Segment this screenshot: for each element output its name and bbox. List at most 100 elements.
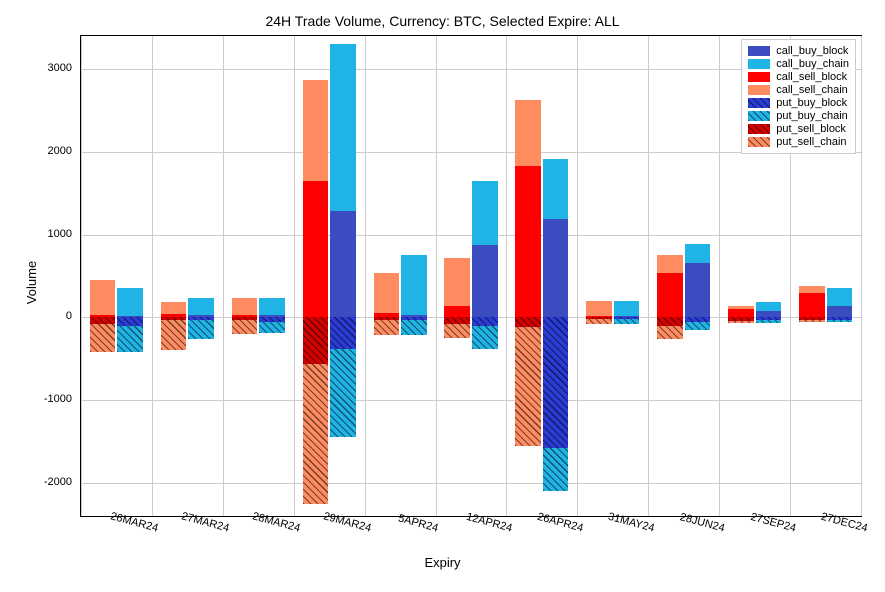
chart-title: 24H Trade Volume, Currency: BTC, Selecte… xyxy=(10,13,875,29)
bar-call_sell_chain xyxy=(444,258,470,306)
legend-swatch xyxy=(748,85,770,95)
legend-item: call_buy_chain xyxy=(748,58,849,70)
bar-call_sell_block xyxy=(515,166,541,317)
ytick-label: 3000 xyxy=(30,62,72,74)
bar-put_sell_chain xyxy=(586,319,612,324)
gridline xyxy=(81,235,861,236)
bar-call_sell_block xyxy=(303,181,329,318)
legend-label: put_buy_chain xyxy=(776,110,848,122)
bar-put_buy_chain xyxy=(756,320,782,323)
bar-put_buy_chain xyxy=(472,326,498,349)
bar-call_buy_block xyxy=(330,211,356,317)
bar-call_sell_chain xyxy=(728,306,754,309)
gridline xyxy=(648,36,649,516)
bar-call_buy_chain xyxy=(614,301,640,316)
bar-call_sell_chain xyxy=(303,80,329,181)
bar-call_buy_chain xyxy=(472,181,498,246)
gridline xyxy=(577,36,578,516)
bar-call_sell_chain xyxy=(515,100,541,166)
bar-put_sell_chain xyxy=(799,320,825,322)
gridline xyxy=(81,483,861,484)
bar-call_buy_block xyxy=(472,245,498,317)
bar-call_buy_block xyxy=(685,263,711,318)
bar-put_sell_chain xyxy=(90,324,116,352)
legend-swatch xyxy=(748,46,770,56)
gridline xyxy=(81,400,861,401)
bar-put_buy_block xyxy=(543,317,569,448)
y-axis-label: Volume xyxy=(24,261,39,304)
bar-put_sell_chain xyxy=(374,320,400,335)
bar-put_sell_chain xyxy=(728,321,754,323)
legend-swatch xyxy=(748,98,770,108)
legend-swatch xyxy=(748,137,770,147)
bar-put_sell_block xyxy=(515,317,541,327)
bar-call_buy_chain xyxy=(117,288,143,316)
gridline xyxy=(506,36,507,516)
legend-swatch xyxy=(748,111,770,121)
gridline xyxy=(81,36,82,516)
bar-call_buy_chain xyxy=(756,302,782,310)
bar-call_sell_chain xyxy=(232,298,258,315)
bar-put_buy_block xyxy=(117,317,143,325)
bar-put_sell_block xyxy=(657,317,683,325)
bar-put_buy_chain xyxy=(401,320,427,335)
legend-swatch xyxy=(748,124,770,134)
bar-put_buy_chain xyxy=(188,320,214,339)
bar-put_sell_chain xyxy=(657,326,683,339)
legend-label: call_buy_block xyxy=(776,45,848,57)
legend-item: put_sell_chain xyxy=(748,136,849,148)
bar-put_sell_block xyxy=(90,317,116,324)
bar-call_buy_chain xyxy=(685,244,711,263)
legend-item: call_buy_block xyxy=(748,45,849,57)
gridline xyxy=(365,36,366,516)
bar-put_sell_chain xyxy=(232,320,258,334)
legend-item: call_sell_block xyxy=(748,71,849,83)
bar-put_sell_block xyxy=(444,317,470,324)
bar-put_sell_chain xyxy=(161,320,187,351)
bar-call_buy_chain xyxy=(259,298,285,315)
bar-call_buy_chain xyxy=(543,159,569,219)
legend-item: put_buy_block xyxy=(748,97,849,109)
bar-call_buy_block xyxy=(827,306,853,318)
gridline xyxy=(861,36,862,516)
gridline xyxy=(436,36,437,516)
x-axis-label: Expiry xyxy=(10,555,875,570)
bar-call_buy_chain xyxy=(827,288,853,305)
gridline xyxy=(719,36,720,516)
bar-call_buy_chain xyxy=(330,44,356,211)
legend-label: put_buy_block xyxy=(776,97,847,109)
bar-call_buy_chain xyxy=(188,298,214,315)
legend-swatch xyxy=(748,59,770,69)
legend-item: call_sell_chain xyxy=(748,84,849,96)
bar-call_sell_chain xyxy=(90,280,116,315)
gridline xyxy=(223,36,224,516)
bar-call_buy_chain xyxy=(401,255,427,315)
ytick-label: 2000 xyxy=(30,145,72,157)
legend-item: put_sell_block xyxy=(748,123,849,135)
gridline xyxy=(294,36,295,516)
bar-put_buy_chain xyxy=(685,322,711,329)
legend: call_buy_blockcall_buy_chaincall_sell_bl… xyxy=(741,39,856,154)
bar-put_buy_block xyxy=(330,317,356,348)
bar-put_buy_chain xyxy=(827,320,853,322)
bar-call_sell_chain xyxy=(657,255,683,272)
bar-put_buy_chain xyxy=(259,322,285,333)
bar-call_buy_block xyxy=(756,311,782,318)
bar-call_sell_block xyxy=(444,306,470,318)
legend-label: call_sell_chain xyxy=(776,84,848,96)
legend-swatch xyxy=(748,72,770,82)
bar-call_sell_chain xyxy=(161,302,187,314)
bar-call_sell_block xyxy=(728,309,754,317)
bar-put_buy_block xyxy=(472,317,498,325)
bar-put_buy_chain xyxy=(330,349,356,437)
ytick-label: 1000 xyxy=(30,228,72,240)
legend-label: put_sell_block xyxy=(776,123,846,135)
chart-container: 24H Trade Volume, Currency: BTC, Selecte… xyxy=(10,10,875,582)
legend-label: put_sell_chain xyxy=(776,136,846,148)
bar-put_sell_chain xyxy=(515,327,541,445)
ytick-label: -1000 xyxy=(30,393,72,405)
bar-call_sell_chain xyxy=(799,286,825,293)
bar-put_sell_block xyxy=(303,317,329,363)
bar-call_buy_block xyxy=(543,219,569,317)
gridline xyxy=(152,36,153,516)
